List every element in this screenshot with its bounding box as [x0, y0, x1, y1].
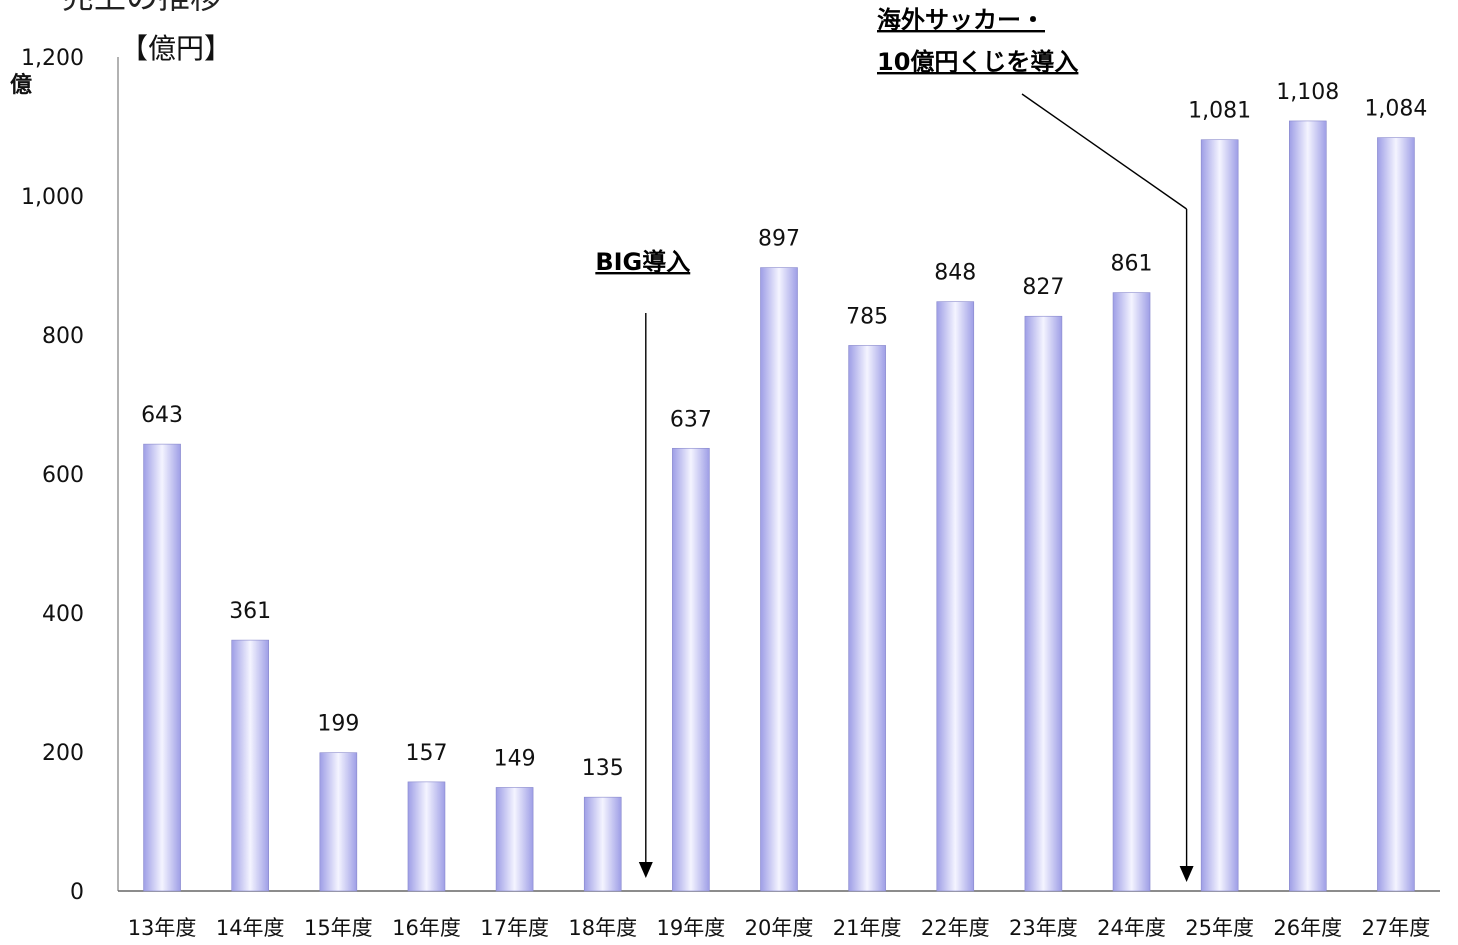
- bar-value-label: 199: [317, 712, 359, 737]
- bar: [495, 787, 534, 892]
- y-tick-label: 0: [70, 880, 84, 905]
- bar-value-label: 861: [1111, 252, 1153, 277]
- bar-value-label: 827: [1022, 275, 1064, 300]
- bars-group: [143, 120, 1415, 892]
- bar-value-label: 157: [405, 741, 447, 766]
- bar: [1112, 292, 1151, 892]
- bar-value-label: 785: [846, 304, 888, 329]
- y-tick-label: 1,000: [21, 185, 84, 210]
- bar-value-label: 135: [582, 756, 624, 781]
- bar: [1289, 120, 1327, 892]
- category-labels-group: 13年度 14年度 15年度 16年度 17年度 18年度 19年度 20年度 21年度 22年度…: [128, 916, 1431, 940]
- bar: [848, 345, 886, 892]
- bar: [1024, 315, 1063, 892]
- y-tick-label: 1,200: [21, 46, 84, 71]
- bar-value-label: 848: [934, 261, 976, 286]
- bar-value-label: 149: [494, 746, 536, 771]
- annotation-overseas-label-line2: 10億円くじを導入: [877, 48, 1078, 76]
- x-category-label: 16年度: [392, 916, 461, 940]
- y-tick-label: 200: [42, 741, 84, 766]
- bar: [319, 752, 358, 892]
- unit-label: 【億円】: [120, 32, 232, 65]
- bar-value-label: 1,081: [1188, 99, 1251, 124]
- annotations-group: BIG導入 海外サッカー・ 10億円くじを導入: [595, 6, 1194, 882]
- bar: [672, 447, 710, 892]
- value-labels-group: 643 361 199 157 149 135 637 897 785 848 827 861 1,08…: [141, 80, 1427, 781]
- page-title-fragment: 売上の推移: [62, 0, 222, 16]
- x-category-label: 24年度: [1097, 916, 1166, 940]
- x-category-label: 19年度: [656, 916, 725, 940]
- x-category-label: 17年度: [480, 916, 549, 940]
- x-category-label: 20年度: [745, 916, 814, 940]
- annotation-big-label: BIG導入: [595, 248, 690, 276]
- y-tick-label: 400: [42, 602, 84, 627]
- bar: [1377, 137, 1415, 892]
- bar: [583, 796, 622, 892]
- x-category-label: 27年度: [1362, 916, 1431, 940]
- bar: [231, 639, 269, 892]
- bar: [760, 267, 798, 892]
- annotation-big-arrowhead: [638, 862, 653, 878]
- y-axis-unit: 億: [10, 72, 32, 98]
- x-category-label: 25年度: [1185, 916, 1254, 940]
- x-category-label: 22年度: [921, 916, 990, 940]
- bar: [407, 781, 446, 892]
- x-category-label: 23年度: [1009, 916, 1078, 940]
- annotation-overseas-diagonal-line: [1021, 93, 1188, 210]
- x-category-label: 26年度: [1273, 916, 1342, 940]
- annotation-overseas-arrowhead: [1179, 866, 1194, 882]
- x-category-label: 13年度: [128, 916, 197, 940]
- bar-value-label: 361: [229, 599, 271, 624]
- bar-value-label: 1,108: [1276, 80, 1339, 105]
- bar: [143, 443, 181, 892]
- x-category-label: 14年度: [216, 916, 285, 940]
- bar-value-label: 637: [670, 407, 712, 432]
- bar-value-label: 897: [758, 227, 800, 252]
- x-category-label: 21年度: [833, 916, 902, 940]
- bar-value-label: 1,084: [1364, 97, 1427, 122]
- y-tick-label: 600: [42, 463, 84, 488]
- bar: [936, 301, 975, 892]
- bar-value-label: 643: [141, 403, 183, 428]
- x-category-label: 15年度: [304, 916, 373, 940]
- x-category-label: 18年度: [568, 916, 637, 940]
- annotation-overseas-label-line1: 海外サッカー・: [877, 6, 1045, 34]
- y-axis-ticks: 0 200 400 600 800 1,000 1,200: [21, 46, 84, 905]
- y-tick-label: 800: [42, 324, 84, 349]
- bar: [1200, 139, 1239, 892]
